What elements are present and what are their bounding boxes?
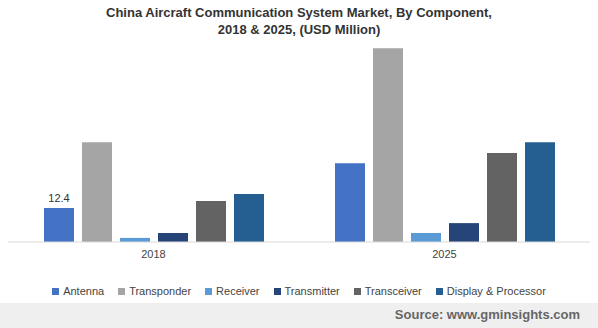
html-text:Transponder: Transponder (129, 285, 192, 297)
html-text:Receiver: Receiver (216, 285, 260, 297)
html-text:Transmitter: Transmitter (284, 285, 340, 297)
html-text:China Aircraft Communication S: China Aircraft Communication System Mark… (106, 5, 492, 37)
svg-text:2025: 2025 (432, 248, 456, 260)
html-text:Display & Processor: Display & Processor (446, 285, 546, 297)
svg-text:12.4: 12.4 (48, 192, 69, 204)
html-text:Antenna: Antenna (63, 285, 105, 297)
svg-text:2018: 2018 (141, 248, 165, 260)
html-text:Source: www.gminsights.com: Source: www.gminsights.com (394, 307, 580, 322)
html-text:Transceiver: Transceiver (364, 285, 422, 297)
